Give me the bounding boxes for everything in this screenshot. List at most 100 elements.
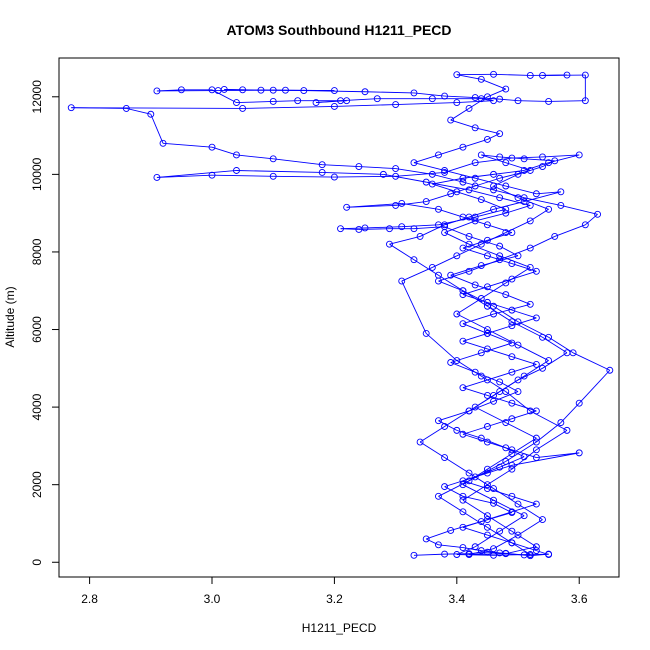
data-point bbox=[539, 72, 546, 79]
data-point bbox=[532, 438, 540, 446]
series-segment bbox=[150, 114, 164, 144]
data-point bbox=[526, 300, 534, 308]
data-point bbox=[514, 388, 522, 396]
data-point bbox=[483, 93, 491, 101]
data-point bbox=[502, 550, 510, 558]
x-axis: 2.8 3.0 3.2 3.4 3.6 bbox=[81, 576, 588, 606]
data-point bbox=[459, 287, 467, 295]
data-point bbox=[490, 499, 497, 507]
series-segment bbox=[481, 282, 507, 299]
series-segment bbox=[395, 168, 433, 175]
data-point bbox=[343, 97, 351, 105]
data-point bbox=[416, 438, 424, 446]
data-point bbox=[477, 434, 485, 442]
series-segment bbox=[505, 204, 531, 214]
series-segment bbox=[468, 208, 494, 218]
series-segment bbox=[273, 158, 323, 166]
series-segment bbox=[511, 530, 537, 548]
series-segment bbox=[542, 160, 555, 168]
data-point bbox=[502, 388, 510, 396]
series-segment bbox=[487, 278, 513, 288]
data-point bbox=[459, 430, 467, 438]
data-point bbox=[496, 463, 504, 471]
data-point bbox=[496, 95, 504, 103]
data-point bbox=[269, 86, 277, 94]
series-segment bbox=[456, 313, 488, 330]
series-segment bbox=[505, 185, 537, 195]
data-point bbox=[153, 87, 161, 95]
series-segment bbox=[444, 162, 476, 173]
data-point bbox=[545, 357, 553, 365]
data-point bbox=[508, 461, 516, 469]
data-point bbox=[508, 539, 516, 547]
data-point bbox=[392, 101, 400, 108]
data-point bbox=[459, 337, 467, 345]
data-point bbox=[483, 136, 491, 143]
series-segment bbox=[462, 286, 488, 296]
data-point bbox=[575, 449, 583, 457]
series-segment bbox=[462, 379, 488, 389]
data-point bbox=[379, 170, 387, 178]
series-segment bbox=[401, 203, 439, 210]
series-segment bbox=[401, 267, 433, 282]
data-point bbox=[483, 485, 491, 493]
data-point bbox=[422, 198, 430, 205]
data-point bbox=[471, 174, 479, 182]
series-segment bbox=[475, 177, 506, 187]
series-segment bbox=[487, 224, 513, 233]
data-point bbox=[233, 99, 240, 107]
data-point bbox=[551, 157, 559, 165]
data-point bbox=[294, 97, 302, 105]
data-point bbox=[508, 399, 516, 407]
data-point bbox=[502, 85, 510, 93]
data-point bbox=[532, 434, 540, 442]
x-tick-label: 3.2 bbox=[326, 592, 343, 606]
data-point bbox=[496, 174, 504, 182]
data-point bbox=[312, 99, 320, 107]
series-segment bbox=[456, 360, 482, 377]
series-segment bbox=[462, 340, 488, 350]
series-segment bbox=[450, 274, 476, 286]
data-point bbox=[398, 200, 406, 207]
series-segment bbox=[505, 546, 537, 555]
data-point bbox=[539, 153, 546, 161]
data-point bbox=[361, 224, 369, 232]
series-segment bbox=[236, 100, 274, 104]
series-segment bbox=[432, 173, 464, 183]
series-segment bbox=[419, 426, 445, 443]
data-point bbox=[539, 163, 546, 171]
y-tick-label: 10000 bbox=[30, 157, 44, 191]
data-point bbox=[520, 155, 528, 163]
series-segment bbox=[322, 171, 384, 175]
series-segment bbox=[444, 216, 470, 226]
data-point bbox=[502, 457, 510, 465]
data-point bbox=[496, 256, 504, 264]
series-segment bbox=[487, 332, 513, 344]
series-segment bbox=[462, 139, 488, 148]
data-point bbox=[459, 544, 467, 551]
series-segment bbox=[456, 74, 482, 80]
data-point bbox=[459, 291, 467, 299]
data-point bbox=[453, 551, 461, 558]
series-segment bbox=[517, 197, 549, 210]
data-point bbox=[453, 99, 461, 107]
data-point bbox=[459, 523, 467, 531]
series-segment bbox=[438, 280, 464, 292]
data-point bbox=[477, 262, 485, 269]
data-point bbox=[410, 256, 418, 264]
series-segment bbox=[475, 177, 500, 187]
data-point bbox=[532, 314, 540, 322]
data-point bbox=[471, 368, 479, 376]
data-point bbox=[410, 159, 418, 167]
data-point bbox=[447, 271, 455, 279]
data-point bbox=[483, 302, 491, 310]
series-segment bbox=[475, 208, 506, 218]
data-point bbox=[483, 283, 491, 291]
series-segment bbox=[303, 90, 366, 93]
series-segment bbox=[487, 468, 513, 486]
data-point bbox=[496, 378, 504, 386]
series-segment bbox=[242, 106, 335, 109]
data-point bbox=[496, 194, 504, 202]
series-segment bbox=[71, 107, 243, 109]
series-segment bbox=[395, 102, 457, 105]
